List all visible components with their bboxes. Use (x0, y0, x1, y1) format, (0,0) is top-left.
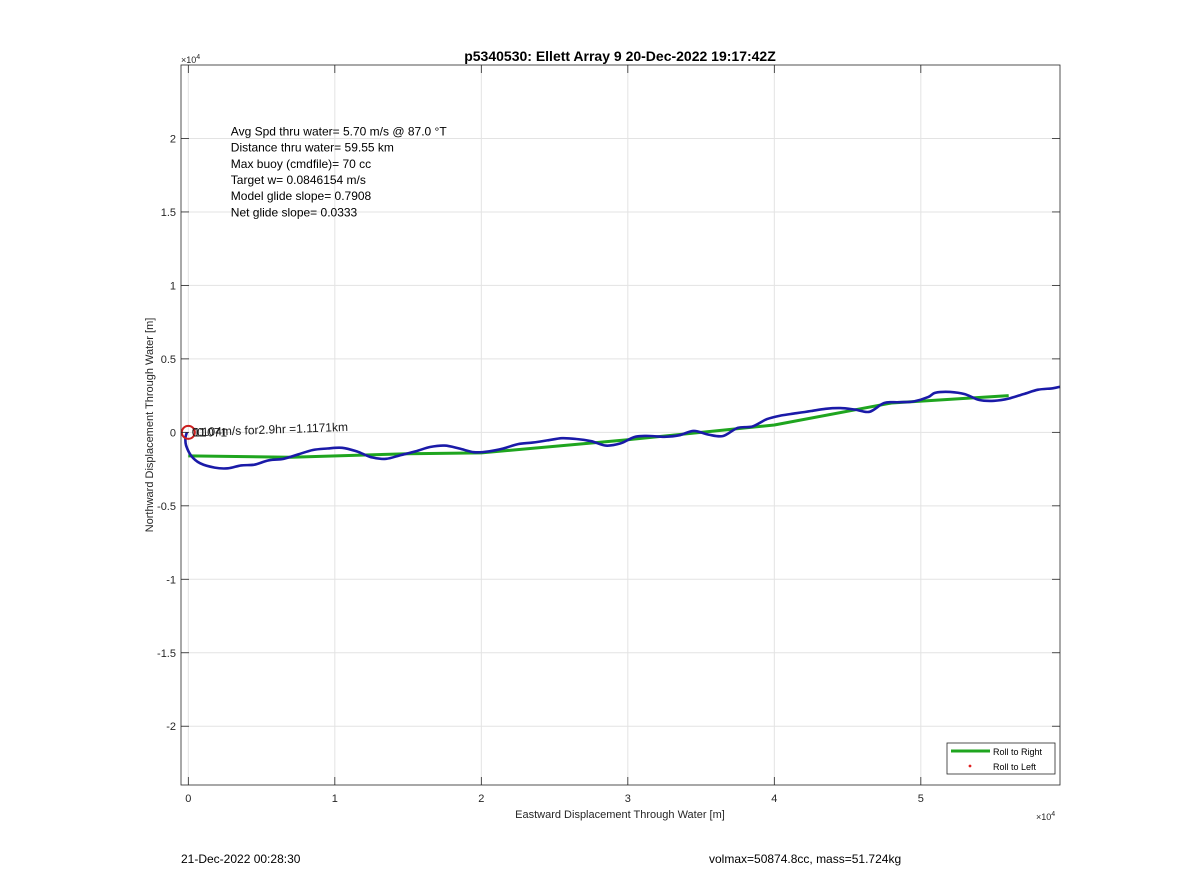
axes-frame (180, 64, 1061, 786)
axes-background (181, 65, 1060, 785)
stats-line: Model glide slope= 0.7908 (231, 189, 372, 203)
legend-box (946, 742, 1056, 775)
y-axis-label: Northward Displacement Through Water [m] (144, 318, 156, 533)
current-estimate-label: 0.071 (197, 425, 227, 439)
stats-line: Net glide slope= 0.0333 (231, 205, 358, 219)
current-estimate-label: 11 (193, 425, 206, 439)
y-tick-label: -1 (166, 574, 176, 586)
svg-text:×104: ×104 (181, 54, 200, 65)
glider-track (184, 385, 1061, 470)
x-tick-label: 1 (332, 793, 338, 805)
y-tick-label: 2 (170, 133, 176, 145)
x-exponent-label: ×104 (1036, 811, 1055, 822)
axis-ticks: 0 1 2 3 4 5 -2 -1.5 -1 -0.5 0 0.5 1 1.5 2 (157, 65, 1060, 805)
y-exponent-label: ×104 (181, 54, 200, 65)
x-tick-label: 4 (771, 793, 777, 805)
current-estimate-label: 0.104m/s for2.9hr =1.1171km (192, 420, 349, 439)
y-tick-label: -1.5 (157, 648, 176, 660)
legend: Roll to Right Roll to Left (946, 742, 1056, 775)
footer-volmax-mass: volmax=50874.8cc, mass=51.724kg (709, 852, 902, 866)
grid (181, 65, 1060, 785)
legend-label-roll-left: Roll to Left (993, 762, 1037, 772)
y-tick-label: 1.5 (161, 207, 176, 219)
x-tick-label: 3 (625, 793, 631, 805)
x-axis-label: Eastward Displacement Through Water [m] (515, 809, 725, 821)
legend-swatch-roll-left (968, 764, 972, 768)
y-tick-label: 0.5 (161, 354, 176, 366)
y-tick-label: -2 (166, 721, 176, 733)
stats-line: Distance thru water= 59.55 km (231, 141, 394, 155)
y-tick-label: -0.5 (157, 501, 176, 513)
svg-text:×104: ×104 (1036, 811, 1055, 822)
footer-timestamp: 21-Dec-2022 00:28:30 (181, 852, 301, 866)
x-exponent-base: ×10 (1036, 812, 1051, 822)
y-tick-label: 0 (170, 427, 176, 439)
stats-line: Target w= 0.0846154 m/s (231, 173, 366, 187)
x-tick-label: 5 (918, 793, 924, 805)
x-exponent-power: 4 (1051, 811, 1055, 818)
y-exponent-base: ×10 (181, 55, 196, 65)
legend-label-roll-right: Roll to Right (993, 747, 1043, 757)
stats-line: Avg Spd thru water= 5.70 m/s @ 87.0 °T (231, 125, 448, 139)
chart-title: p5340530: Ellett Array 9 20-Dec-2022 19:… (464, 48, 776, 64)
x-tick-label: 2 (478, 793, 484, 805)
y-exponent-power: 4 (196, 54, 200, 61)
y-tick-label: 1 (170, 280, 176, 292)
series-line-roll-to-right (188, 394, 1009, 459)
stats-line: Max buoy (cmdfile)= 70 cc (231, 157, 371, 171)
x-tick-label: 0 (185, 793, 191, 805)
